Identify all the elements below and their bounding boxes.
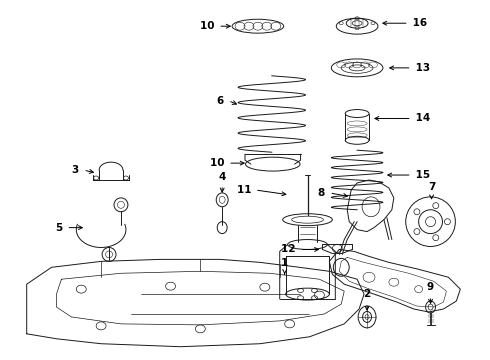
Text: 1: 1 (281, 258, 288, 268)
Text: 15: 15 (412, 170, 430, 180)
Text: 14: 14 (412, 113, 430, 123)
Text: 3: 3 (73, 165, 83, 175)
Text: 5: 5 (55, 222, 66, 233)
Text: 8: 8 (318, 188, 329, 198)
Text: 7: 7 (428, 182, 435, 192)
Text: 9: 9 (427, 282, 434, 292)
Text: 4: 4 (219, 172, 226, 182)
Text: 11: 11 (237, 185, 255, 195)
Text: 12: 12 (281, 244, 299, 255)
Text: 10: 10 (200, 21, 218, 31)
Text: 13: 13 (412, 63, 430, 73)
Text: 6: 6 (217, 96, 228, 105)
Text: 2: 2 (364, 289, 370, 299)
Text: 10: 10 (210, 158, 228, 168)
Text: 16: 16 (409, 18, 427, 28)
